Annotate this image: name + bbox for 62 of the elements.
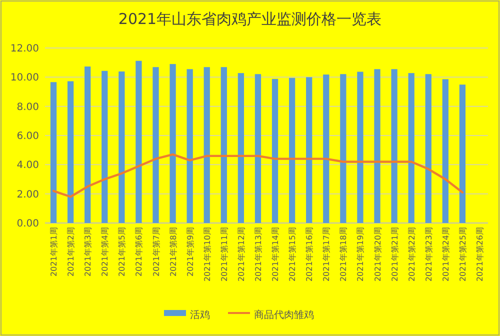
bar xyxy=(323,74,330,223)
x-tick-label: 2021年第11周 xyxy=(220,227,229,282)
bar xyxy=(374,69,380,223)
bar xyxy=(254,74,262,223)
bar xyxy=(442,79,448,223)
x-tick-label: 2021年第12周 xyxy=(236,227,246,282)
x-tick-label: 2021年第21周 xyxy=(390,227,400,282)
y-tick-label: 8.00 xyxy=(16,102,39,113)
bar xyxy=(459,84,466,223)
x-tick-label: 2021年第5周 xyxy=(118,227,127,276)
x-tick-label: 2021年第2周 xyxy=(66,227,76,276)
bar xyxy=(288,78,296,223)
x-tick-label: 2021年第13周 xyxy=(254,227,263,282)
x-tick-label: 2021年第16周 xyxy=(305,227,314,282)
bar xyxy=(118,71,125,223)
bar xyxy=(357,72,364,223)
bar xyxy=(220,67,227,223)
x-tick-label: 2021年第9周 xyxy=(186,227,195,276)
bar xyxy=(50,82,57,223)
bar xyxy=(272,78,278,223)
line-series xyxy=(52,153,464,198)
bar xyxy=(67,81,74,223)
bar xyxy=(170,64,176,223)
bar xyxy=(152,67,159,223)
x-tick-label: 2021年第6周 xyxy=(134,227,144,276)
bar xyxy=(340,74,346,223)
x-tick-label: 2021年第3周 xyxy=(84,227,93,276)
x-tick-label: 2021年第10周 xyxy=(202,227,212,282)
legend-label: 商品代肉雏鸡 xyxy=(254,309,314,321)
x-tick-label: 2021年第25周 xyxy=(458,227,468,282)
x-tick-label: 2021年第26周 xyxy=(475,227,484,282)
y-tick-label: 12.00 xyxy=(10,44,39,54)
y-tick-label: 2.00 xyxy=(16,189,39,200)
x-tick-label: 2021年第19周 xyxy=(356,227,366,282)
legend-label: 活鸡 xyxy=(190,309,210,321)
bar xyxy=(136,60,142,223)
x-tick-label: 2021年第7周 xyxy=(152,227,161,276)
bar xyxy=(408,73,414,223)
bar xyxy=(102,70,108,223)
x-tick-label: 2021年第4周 xyxy=(100,227,110,276)
x-tick-label: 2021年第20周 xyxy=(373,227,382,282)
bar xyxy=(204,67,210,223)
bar xyxy=(306,77,312,223)
x-tick-label: 2021年第1周 xyxy=(50,227,59,276)
bar xyxy=(186,69,193,223)
x-tick-label: 2021年第22周 xyxy=(407,227,416,282)
chart-title: 2021年山东省肉鸡产业监测价格一览表 xyxy=(118,10,382,28)
x-tick-label: 2021年第14周 xyxy=(271,227,280,282)
y-tick-label: 0.00 xyxy=(16,218,39,230)
x-tick-label: 2021年第18周 xyxy=(339,227,348,282)
bar xyxy=(238,73,244,223)
x-tick-label: 2021年第23周 xyxy=(424,227,434,282)
y-tick-label: 10.00 xyxy=(10,72,39,84)
x-tick-label: 2021年第8周 xyxy=(168,227,178,276)
y-tick-label: 4.00 xyxy=(16,160,39,172)
bar xyxy=(425,74,432,223)
bar xyxy=(391,69,398,223)
x-tick-label: 2021年第24周 xyxy=(441,227,450,282)
x-tick-label: 2021年第17周 xyxy=(322,227,332,282)
bar xyxy=(84,66,91,223)
y-tick-label: 6.00 xyxy=(16,131,39,142)
x-tick-label: 2021年第15周 xyxy=(288,227,298,282)
